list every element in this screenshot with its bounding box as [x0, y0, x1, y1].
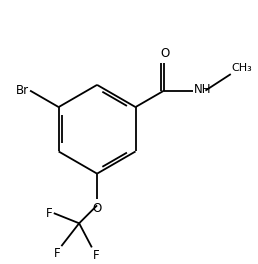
Text: CH₃: CH₃ — [232, 63, 253, 73]
Text: Br: Br — [16, 84, 29, 97]
Text: F: F — [53, 247, 60, 260]
Text: F: F — [46, 207, 53, 220]
Text: F: F — [93, 249, 100, 262]
Text: NH: NH — [194, 83, 212, 96]
Text: O: O — [160, 47, 169, 60]
Text: O: O — [92, 202, 102, 215]
